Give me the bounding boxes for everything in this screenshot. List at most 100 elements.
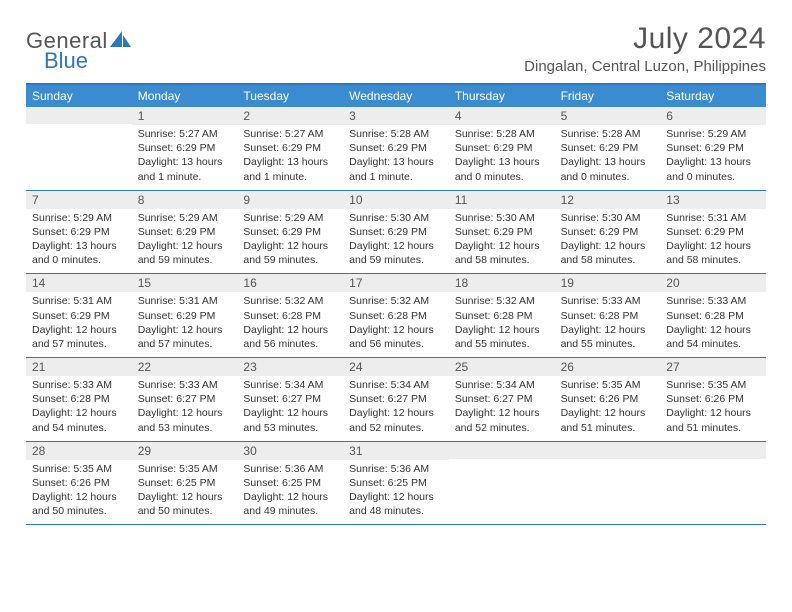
calendar: Sunday Monday Tuesday Wednesday Thursday… — [26, 83, 766, 525]
day-data: Sunrise: 5:32 AMSunset: 6:28 PMDaylight:… — [237, 292, 343, 357]
day-number: 12 — [555, 191, 661, 209]
daylight-text-1: Daylight: 12 hours — [349, 323, 443, 337]
day-data: Sunrise: 5:34 AMSunset: 6:27 PMDaylight:… — [237, 376, 343, 441]
sunset-text: Sunset: 6:29 PM — [455, 141, 549, 155]
day-cell: 25Sunrise: 5:34 AMSunset: 6:27 PMDayligh… — [449, 358, 555, 441]
day-data: Sunrise: 5:32 AMSunset: 6:28 PMDaylight:… — [449, 292, 555, 357]
daylight-text-2: and 55 minutes. — [561, 337, 655, 351]
sunset-text: Sunset: 6:29 PM — [349, 141, 443, 155]
daylight-text-2: and 0 minutes. — [32, 253, 126, 267]
daylight-text-2: and 55 minutes. — [455, 337, 549, 351]
daylight-text-1: Daylight: 12 hours — [32, 406, 126, 420]
day-label: Saturday — [660, 85, 766, 107]
daylight-text-2: and 51 minutes. — [666, 421, 760, 435]
sunset-text: Sunset: 6:28 PM — [561, 309, 655, 323]
logo-text-blue: Blue — [44, 48, 132, 74]
day-number: 23 — [237, 358, 343, 376]
daylight-text-1: Daylight: 12 hours — [243, 239, 337, 253]
day-label: Wednesday — [343, 85, 449, 107]
day-data: Sunrise: 5:27 AMSunset: 6:29 PMDaylight:… — [132, 125, 238, 190]
day-data: Sunrise: 5:33 AMSunset: 6:28 PMDaylight:… — [555, 292, 661, 357]
sunrise-text: Sunrise: 5:35 AM — [138, 462, 232, 476]
daylight-text-1: Daylight: 12 hours — [32, 323, 126, 337]
daylight-text-2: and 50 minutes. — [32, 504, 126, 518]
day-data: Sunrise: 5:30 AMSunset: 6:29 PMDaylight:… — [449, 209, 555, 274]
day-data: Sunrise: 5:30 AMSunset: 6:29 PMDaylight:… — [555, 209, 661, 274]
day-cell: 6Sunrise: 5:29 AMSunset: 6:29 PMDaylight… — [660, 107, 766, 190]
sunset-text: Sunset: 6:29 PM — [349, 225, 443, 239]
sunrise-text: Sunrise: 5:35 AM — [32, 462, 126, 476]
day-cell: 3Sunrise: 5:28 AMSunset: 6:29 PMDaylight… — [343, 107, 449, 190]
day-data: Sunrise: 5:28 AMSunset: 6:29 PMDaylight:… — [343, 125, 449, 190]
sunset-text: Sunset: 6:29 PM — [138, 141, 232, 155]
sunrise-text: Sunrise: 5:30 AM — [349, 211, 443, 225]
daylight-text-1: Daylight: 13 hours — [455, 155, 549, 169]
sunset-text: Sunset: 6:29 PM — [666, 225, 760, 239]
logo-sail-icon — [110, 31, 132, 52]
day-number: 2 — [237, 107, 343, 125]
sunset-text: Sunset: 6:26 PM — [561, 392, 655, 406]
sunset-text: Sunset: 6:27 PM — [243, 392, 337, 406]
sunrise-text: Sunrise: 5:33 AM — [666, 294, 760, 308]
daylight-text-1: Daylight: 12 hours — [138, 239, 232, 253]
day-number: 30 — [237, 442, 343, 460]
day-data: Sunrise: 5:28 AMSunset: 6:29 PMDaylight:… — [449, 125, 555, 190]
day-cell: 19Sunrise: 5:33 AMSunset: 6:28 PMDayligh… — [555, 274, 661, 357]
day-cell: 30Sunrise: 5:36 AMSunset: 6:25 PMDayligh… — [237, 442, 343, 525]
day-data — [26, 124, 132, 182]
sunset-text: Sunset: 6:28 PM — [349, 309, 443, 323]
day-data: Sunrise: 5:35 AMSunset: 6:25 PMDaylight:… — [132, 460, 238, 525]
sunset-text: Sunset: 6:29 PM — [561, 225, 655, 239]
day-cell: 29Sunrise: 5:35 AMSunset: 6:25 PMDayligh… — [132, 442, 238, 525]
sunset-text: Sunset: 6:29 PM — [32, 309, 126, 323]
day-cell: 22Sunrise: 5:33 AMSunset: 6:27 PMDayligh… — [132, 358, 238, 441]
day-number: 3 — [343, 107, 449, 125]
sunrise-text: Sunrise: 5:29 AM — [138, 211, 232, 225]
day-data: Sunrise: 5:31 AMSunset: 6:29 PMDaylight:… — [132, 292, 238, 357]
week-row: 7Sunrise: 5:29 AMSunset: 6:29 PMDaylight… — [26, 191, 766, 275]
day-label: Sunday — [26, 85, 132, 107]
month-title: July 2024 — [524, 22, 766, 56]
day-cell: 13Sunrise: 5:31 AMSunset: 6:29 PMDayligh… — [660, 191, 766, 274]
day-cell: 16Sunrise: 5:32 AMSunset: 6:28 PMDayligh… — [237, 274, 343, 357]
sunset-text: Sunset: 6:26 PM — [32, 476, 126, 490]
day-number: 18 — [449, 274, 555, 292]
day-number: 7 — [26, 191, 132, 209]
day-cell: 26Sunrise: 5:35 AMSunset: 6:26 PMDayligh… — [555, 358, 661, 441]
sunset-text: Sunset: 6:27 PM — [455, 392, 549, 406]
day-number: 9 — [237, 191, 343, 209]
daylight-text-2: and 59 minutes. — [243, 253, 337, 267]
daylight-text-1: Daylight: 12 hours — [138, 406, 232, 420]
day-cell: 5Sunrise: 5:28 AMSunset: 6:29 PMDaylight… — [555, 107, 661, 190]
sunrise-text: Sunrise: 5:34 AM — [243, 378, 337, 392]
day-header-row: Sunday Monday Tuesday Wednesday Thursday… — [26, 85, 766, 107]
day-label: Friday — [555, 85, 661, 107]
sunrise-text: Sunrise: 5:28 AM — [455, 127, 549, 141]
daylight-text-1: Daylight: 13 hours — [138, 155, 232, 169]
day-cell: 21Sunrise: 5:33 AMSunset: 6:28 PMDayligh… — [26, 358, 132, 441]
sunset-text: Sunset: 6:25 PM — [138, 476, 232, 490]
sunrise-text: Sunrise: 5:29 AM — [243, 211, 337, 225]
day-data — [449, 459, 555, 517]
daylight-text-1: Daylight: 13 hours — [243, 155, 337, 169]
daylight-text-2: and 54 minutes. — [32, 421, 126, 435]
daylight-text-2: and 1 minute. — [243, 170, 337, 184]
day-number: 26 — [555, 358, 661, 376]
day-number: 21 — [26, 358, 132, 376]
sunset-text: Sunset: 6:29 PM — [561, 141, 655, 155]
day-number: 4 — [449, 107, 555, 125]
daylight-text-2: and 0 minutes. — [455, 170, 549, 184]
day-label: Tuesday — [237, 85, 343, 107]
sunrise-text: Sunrise: 5:31 AM — [32, 294, 126, 308]
daylight-text-2: and 53 minutes. — [138, 421, 232, 435]
daylight-text-2: and 57 minutes. — [32, 337, 126, 351]
daylight-text-1: Daylight: 13 hours — [349, 155, 443, 169]
sunset-text: Sunset: 6:28 PM — [666, 309, 760, 323]
day-data: Sunrise: 5:36 AMSunset: 6:25 PMDaylight:… — [343, 460, 449, 525]
day-label: Monday — [132, 85, 238, 107]
day-number: 24 — [343, 358, 449, 376]
day-data: Sunrise: 5:31 AMSunset: 6:29 PMDaylight:… — [660, 209, 766, 274]
day-data — [660, 459, 766, 517]
daylight-text-1: Daylight: 12 hours — [349, 239, 443, 253]
day-cell: 23Sunrise: 5:34 AMSunset: 6:27 PMDayligh… — [237, 358, 343, 441]
